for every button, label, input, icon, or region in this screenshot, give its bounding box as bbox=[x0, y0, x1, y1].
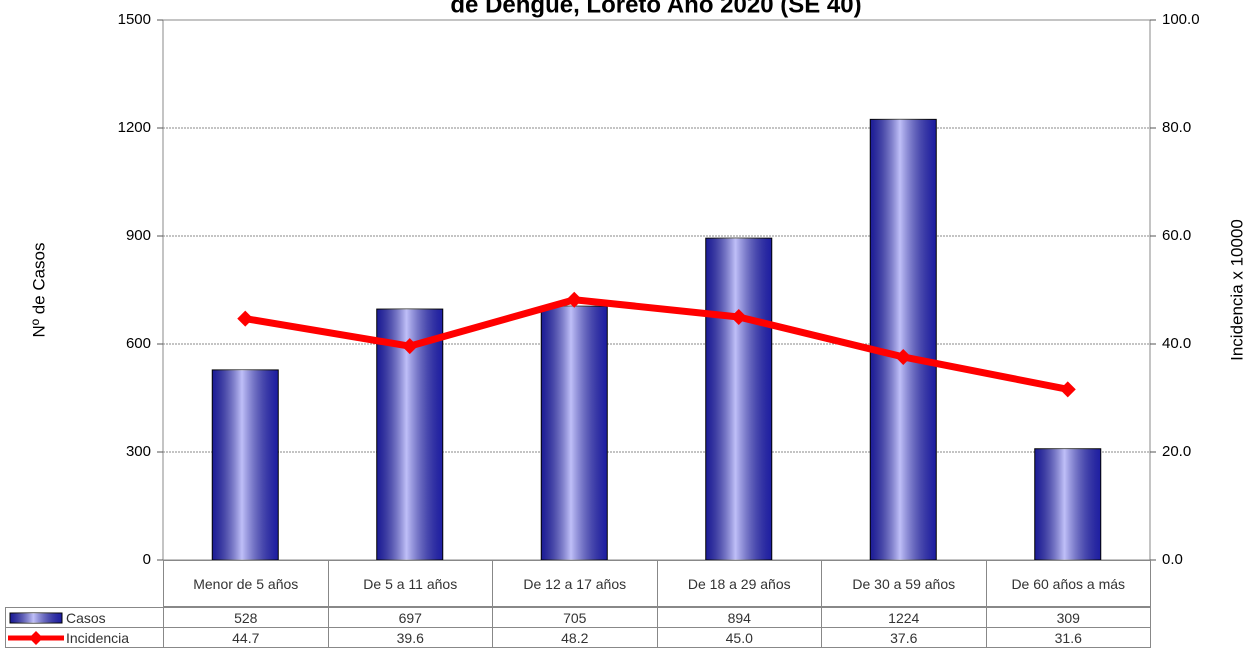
y-tick-label: 1500 bbox=[118, 11, 151, 28]
legend-label: Casos bbox=[66, 609, 106, 626]
line bbox=[244, 296, 1069, 393]
bar-shine bbox=[870, 119, 937, 561]
table-value: 45.0 bbox=[656, 627, 822, 648]
y2-tick-label: 100.0 bbox=[1162, 11, 1200, 28]
y2-axis-title: Incidencia x 10000 bbox=[1227, 219, 1246, 361]
table-value: 44.7 bbox=[163, 627, 329, 648]
x-tick-label: De 60 años a más bbox=[985, 560, 1151, 607]
legend-entry: Casos bbox=[5, 607, 164, 628]
table-value: 31.6 bbox=[985, 627, 1151, 648]
bar-shine bbox=[212, 369, 279, 560]
table-value: 39.6 bbox=[327, 627, 493, 648]
table-value: 894 bbox=[656, 607, 822, 628]
x-tick-label: De 12 a 17 años bbox=[492, 560, 658, 607]
y2-tick-label: 60.0 bbox=[1162, 227, 1191, 244]
line-marker bbox=[237, 310, 254, 327]
table-value: 528 bbox=[163, 607, 329, 628]
chart-title: de Dengue, Loreto Año 2020 (SE 40) bbox=[450, 0, 861, 18]
legend-icon bbox=[8, 630, 64, 645]
legend-label: Incidencia bbox=[66, 629, 130, 646]
bar-shine bbox=[541, 306, 608, 560]
y-tick-label: 1200 bbox=[118, 119, 151, 136]
legend-icon bbox=[9, 612, 63, 623]
x-tick-label: De 18 a 29 años bbox=[656, 560, 822, 607]
x-tick-label: De 30 a 59 años bbox=[821, 560, 987, 607]
line-marker bbox=[730, 309, 747, 325]
table-value: 1224 bbox=[821, 607, 987, 628]
y2-tick-label: 40.0 bbox=[1162, 335, 1191, 352]
y-tick-label: 300 bbox=[126, 443, 151, 460]
table-value: 697 bbox=[327, 607, 493, 628]
table-value: 705 bbox=[492, 607, 658, 628]
y-axis-title: Nº de Casos bbox=[29, 242, 48, 337]
y-tick-label: 600 bbox=[126, 335, 151, 352]
table-value: 37.6 bbox=[821, 627, 987, 648]
table-value: 48.2 bbox=[492, 627, 658, 648]
table-value: 309 bbox=[985, 607, 1151, 628]
y2-tick-label: 20.0 bbox=[1162, 443, 1191, 460]
plot-area bbox=[162, 19, 1151, 561]
line-marker bbox=[1059, 381, 1076, 398]
line-marker bbox=[895, 348, 912, 365]
line-marker bbox=[566, 291, 583, 308]
line-marker bbox=[401, 338, 418, 355]
legend-entry: Incidencia bbox=[5, 627, 164, 648]
bar-shine bbox=[705, 238, 772, 560]
y-tick-label: 0 bbox=[143, 551, 151, 568]
bar-shine bbox=[1034, 448, 1101, 560]
x-tick-label: De 5 a 11 años bbox=[327, 560, 493, 607]
x-tick-label: Menor de 5 años bbox=[163, 560, 329, 607]
y2-tick-label: 80.0 bbox=[1162, 119, 1191, 136]
y-tick-label: 900 bbox=[126, 227, 151, 244]
y2-tick-label: 0.0 bbox=[1162, 551, 1183, 568]
